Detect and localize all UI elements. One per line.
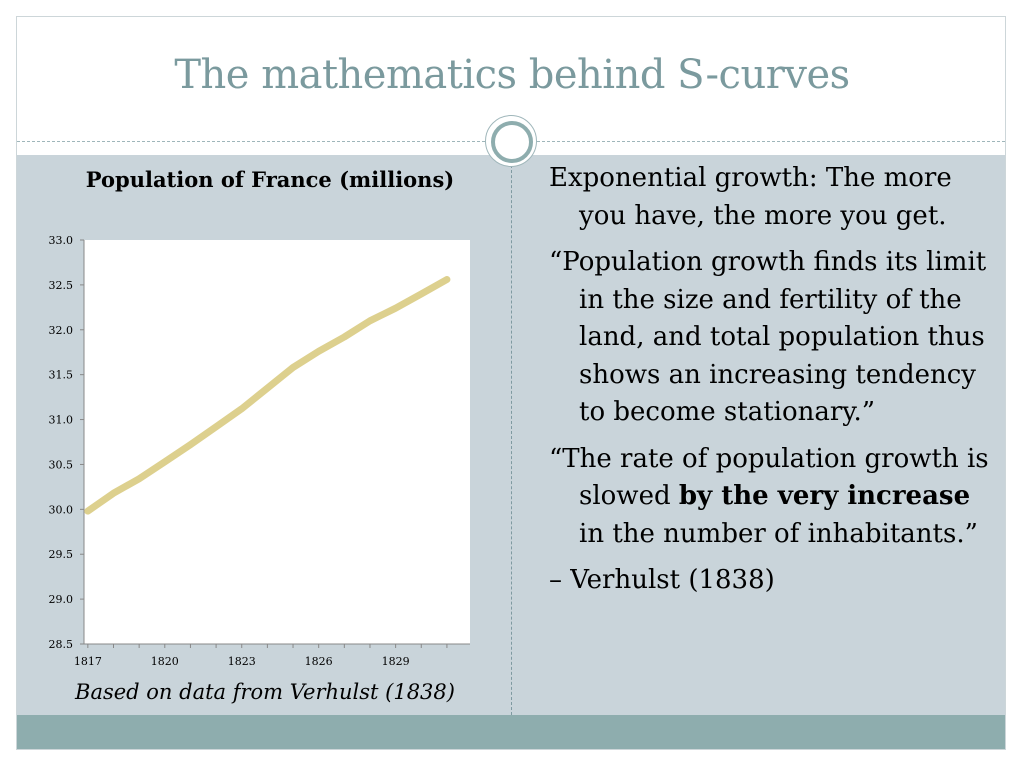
y-tick-label: 30.0	[49, 503, 74, 516]
data-point	[394, 306, 398, 310]
y-tick-label: 32.5	[49, 279, 74, 292]
bullet-item: Exponential growth: The more you have, t…	[549, 160, 989, 235]
bullet-bold-text: by the very increase	[678, 481, 971, 511]
y-tick-label: 30.5	[49, 458, 74, 471]
data-point	[368, 319, 372, 323]
plot-area	[84, 240, 470, 644]
x-tick-label: 1823	[228, 655, 256, 668]
data-point	[291, 365, 295, 369]
x-tick-label: 1829	[382, 655, 410, 668]
y-tick-label: 29.5	[49, 548, 74, 561]
slide-title: The mathematics behind S-curves	[174, 52, 850, 98]
data-point	[317, 349, 321, 353]
data-point	[188, 443, 192, 447]
bullet-text: “The rate of population growth is slowed	[549, 443, 989, 512]
bullet-text: in the number of inhabitants.”	[579, 518, 978, 549]
circle-ornament-icon	[485, 115, 537, 167]
circle-ornament-ring	[491, 121, 533, 163]
chart-title: Population of France (millions)	[85, 167, 455, 192]
column-divider	[511, 155, 512, 715]
data-point	[86, 509, 90, 513]
y-tick-label: 31.5	[49, 369, 74, 382]
bullet-list: Exponential growth: The more you have, t…	[549, 160, 989, 609]
data-point	[342, 335, 346, 339]
bullet-text: Exponential growth: The more you have, t…	[549, 163, 952, 231]
chart-caption: Based on data from Verhulst (1838)	[75, 680, 455, 704]
data-point	[214, 425, 218, 429]
data-point	[265, 386, 269, 390]
data-point	[240, 407, 244, 411]
bullet-item: “Population growth finds its limit in th…	[549, 244, 989, 432]
y-tick-label: 33.0	[49, 234, 74, 247]
x-tick-label: 1817	[74, 655, 102, 668]
bullet-item: – Verhulst (1838)	[549, 562, 989, 600]
x-tick-label: 1820	[151, 655, 179, 668]
data-point	[445, 278, 449, 282]
footer-band	[17, 715, 1005, 749]
data-point	[137, 477, 141, 481]
data-point	[163, 460, 167, 464]
y-tick-label: 29.0	[49, 593, 74, 606]
data-point	[419, 292, 423, 296]
bullet-text: “Population growth finds its limit in th…	[549, 247, 987, 427]
x-tick-label: 1826	[305, 655, 333, 668]
bullet-text: – Verhulst (1838)	[549, 565, 775, 595]
y-tick-label: 32.0	[49, 324, 74, 337]
bullet-item: “The rate of population growth is slowed…	[549, 441, 989, 554]
series-line	[84, 276, 451, 515]
y-tick-label: 31.0	[49, 414, 74, 427]
data-point	[111, 491, 115, 495]
y-tick-label: 28.5	[49, 638, 74, 651]
